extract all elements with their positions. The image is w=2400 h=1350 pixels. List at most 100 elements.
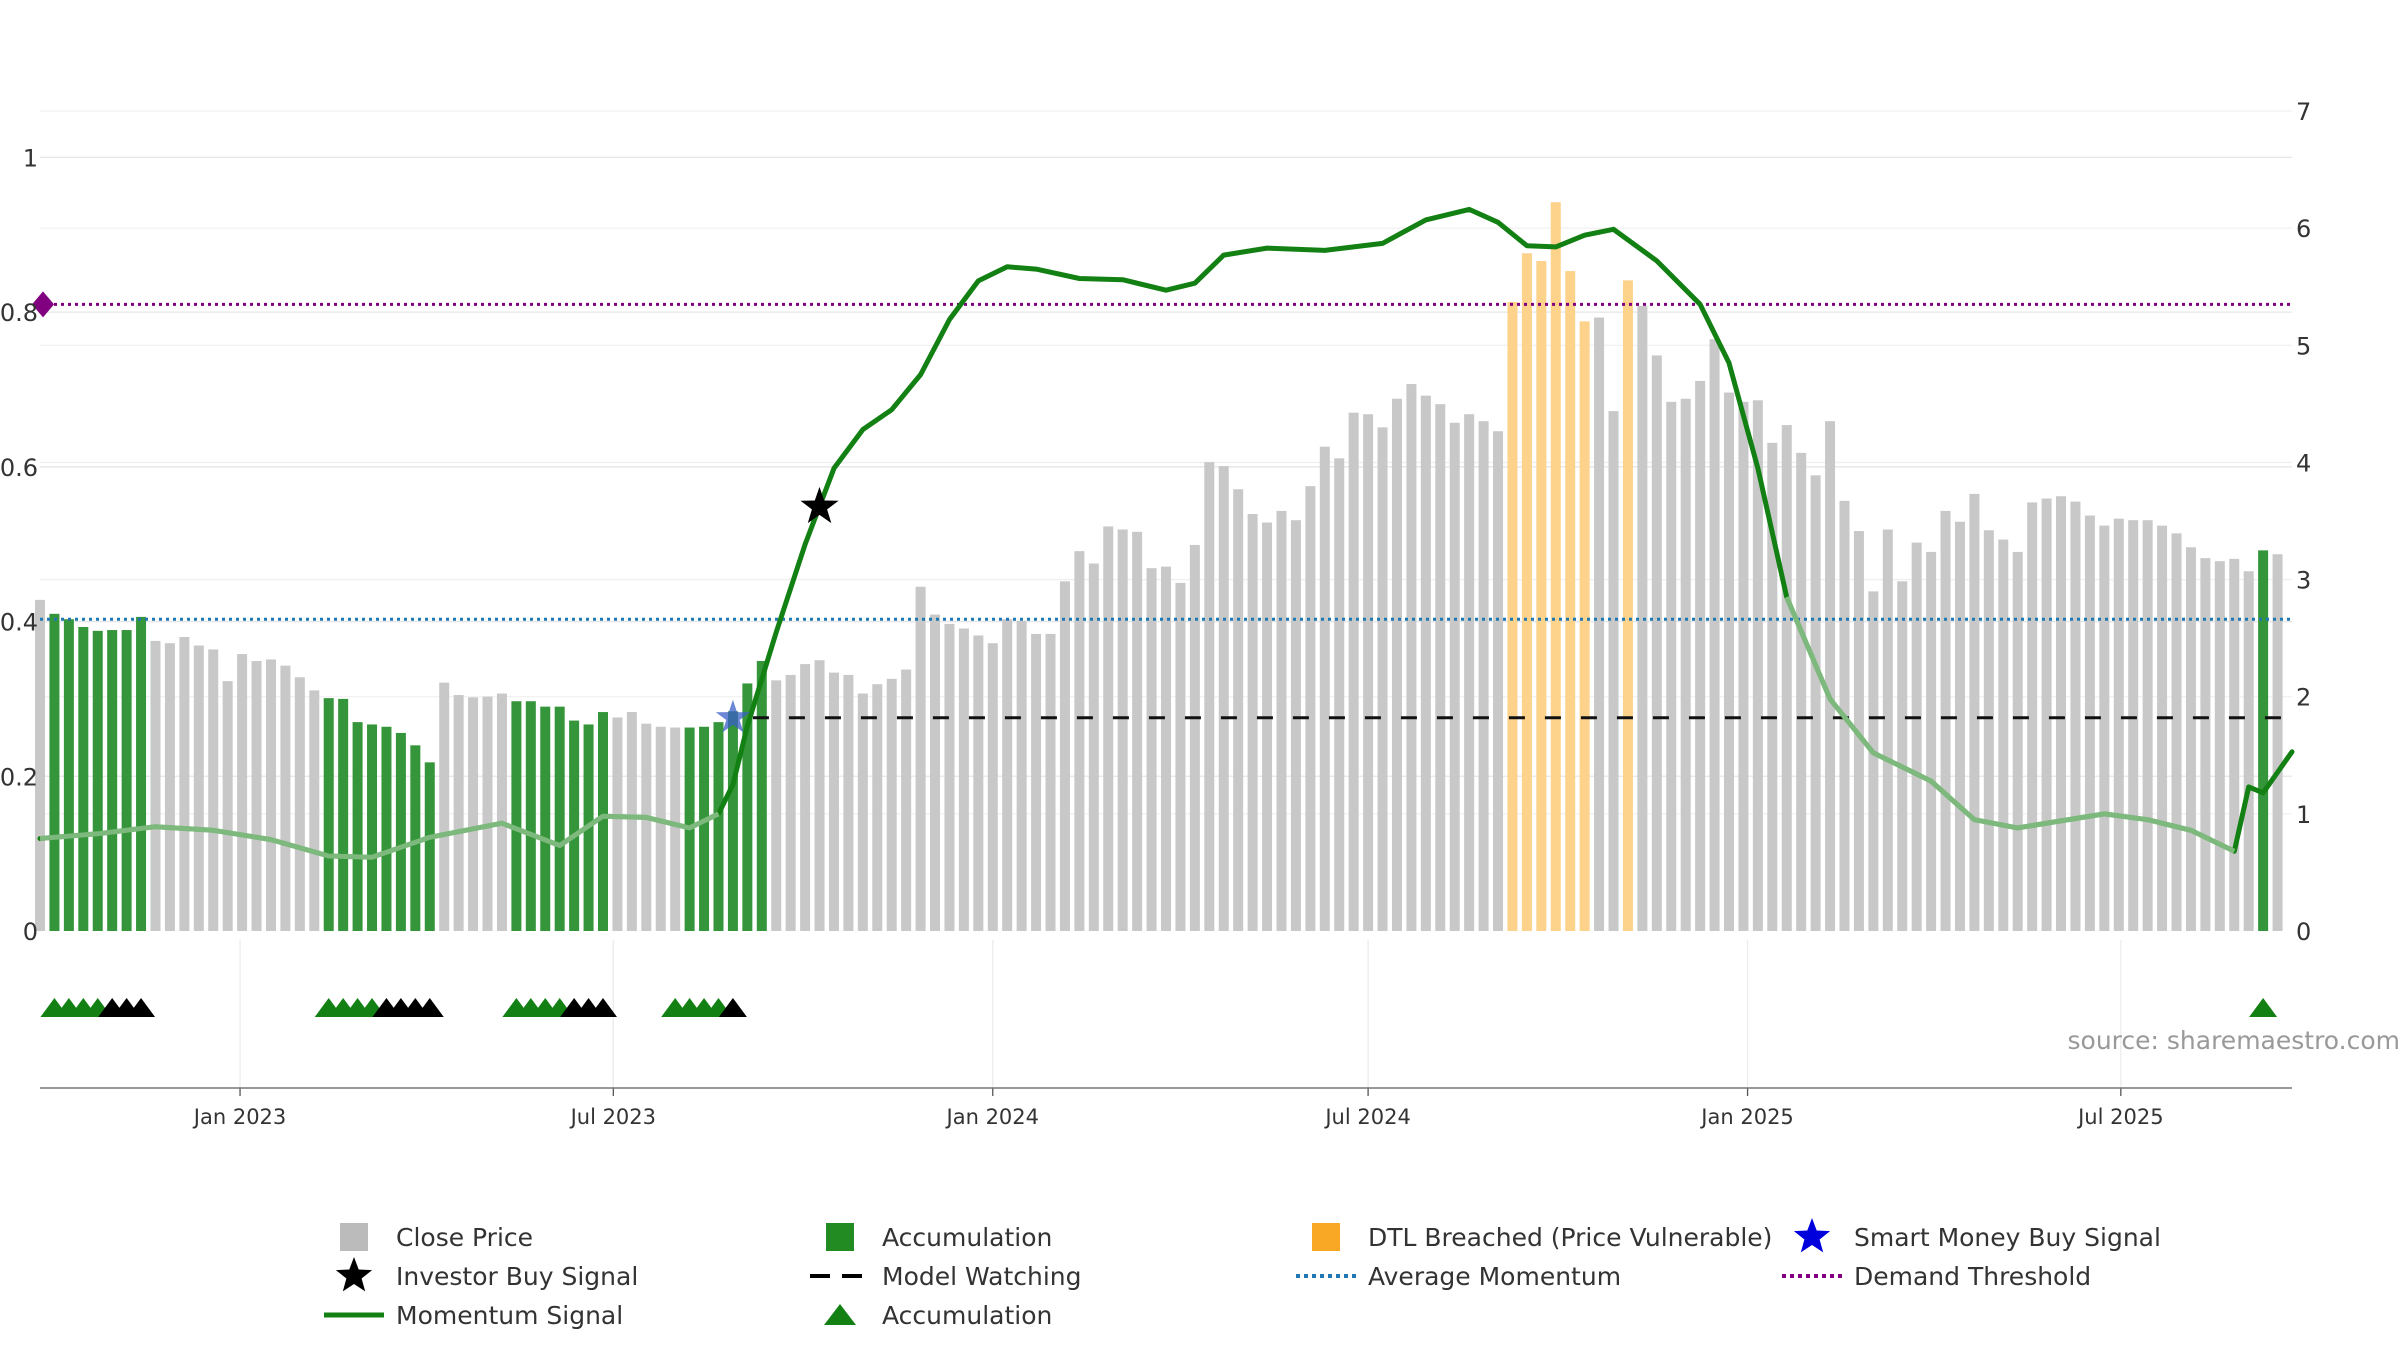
close-price-bar <box>655 726 666 931</box>
close-price-bar <box>468 697 479 931</box>
close-price-bar <box>2229 558 2240 931</box>
close-price-bar <box>280 665 291 931</box>
right-axis-tick-label: 0 <box>2296 918 2311 946</box>
close-price-bar <box>1175 582 1186 931</box>
close-price-bar <box>1911 542 1922 931</box>
close-price-bar <box>1637 305 1648 931</box>
close-price-bar <box>814 660 825 931</box>
legend-label: Momentum Signal <box>396 1301 623 1330</box>
close-price-bar <box>208 649 219 931</box>
legend-label: Investor Buy Signal <box>396 1262 638 1291</box>
close-price-bar <box>1348 412 1359 931</box>
close-price-bar <box>1290 520 1301 931</box>
accumulation-bar <box>367 724 378 931</box>
accumulation-bar <box>540 706 551 931</box>
accumulation-triangle <box>589 998 617 1017</box>
accumulation-bar <box>569 720 580 931</box>
close-price-bar <box>1608 411 1619 932</box>
close-price-bar <box>800 664 811 931</box>
close-price-bar <box>496 693 507 931</box>
close-price-bar <box>1651 355 1662 931</box>
close-price-bar <box>1926 551 1937 931</box>
legend-swatch-star <box>1793 1218 1831 1253</box>
close-price-bar <box>1262 522 1273 931</box>
close-price-bar <box>251 661 262 931</box>
accumulation-triangle <box>415 998 444 1017</box>
legend-swatch-star <box>335 1257 373 1292</box>
momentum-signal-path <box>37 206 2295 860</box>
close-price-bar <box>35 599 45 931</box>
left-axis-tick-label: 1 <box>23 144 38 172</box>
accumulation-bar <box>381 726 392 931</box>
close-price-bar <box>2200 558 2211 931</box>
dtl-breached-bar <box>1579 321 1590 932</box>
left-axis-tick-label: 0.8 <box>0 299 38 327</box>
dtl-breached-bar <box>1622 280 1633 931</box>
close-price-bar <box>1146 568 1157 931</box>
close-price-bar <box>439 682 450 931</box>
legend-label: Accumulation <box>882 1223 1052 1252</box>
accumulation-bar <box>352 722 363 931</box>
accumulation-bar <box>511 701 522 931</box>
close-price-bar <box>1204 462 1215 931</box>
close-price-bar <box>1031 633 1042 931</box>
legend-swatch-triangle <box>824 1304 856 1325</box>
reference-lines <box>32 291 2292 720</box>
legend-item: Investor Buy Signal <box>335 1257 638 1292</box>
accumulation-bar <box>323 698 334 931</box>
accumulation-bar <box>598 712 608 931</box>
close-price-bar <box>179 637 190 931</box>
dtl-breached-bar <box>1550 202 1561 931</box>
close-price-bar <box>1954 521 1965 931</box>
legend-swatch-square <box>340 1223 368 1251</box>
left-axis-tick-label: 0.2 <box>0 763 38 791</box>
close-price-bar <box>294 677 305 931</box>
close-price-bar <box>1594 317 1605 932</box>
close-price-bar <box>1189 544 1200 931</box>
close-price-bar <box>944 623 955 931</box>
close-price-bar <box>857 693 868 931</box>
date-tick-label: Jan 2024 <box>945 1105 1040 1129</box>
right-axis-tick-label: 4 <box>2296 449 2311 477</box>
accumulation-bar <box>699 726 710 931</box>
accumulation-bar <box>78 626 89 931</box>
left-axis-tick-label: 0.6 <box>0 454 38 482</box>
close-price-bar <box>482 696 493 931</box>
accumulation-bar <box>136 616 147 931</box>
right-axis-tick-label: 6 <box>2296 215 2311 243</box>
close-price-bar <box>1666 401 1677 931</box>
close-price-bar <box>1810 475 1821 931</box>
close-price-bar <box>2214 561 2225 931</box>
close-price-bar <box>1161 566 1171 931</box>
close-price-bar <box>1796 452 1807 931</box>
legend-item: Close Price <box>340 1223 533 1252</box>
close-price-bar <box>2128 520 2139 931</box>
close-price-bar <box>641 723 652 931</box>
legend-label: DTL Breached (Price Vulnerable) <box>1368 1223 1772 1252</box>
close-price-bar <box>626 712 637 931</box>
accumulation-bar <box>756 661 767 931</box>
left-axis-tick-label: 0.4 <box>0 609 38 637</box>
close-price-bar <box>1406 384 1417 932</box>
close-price-bar <box>1781 425 1792 931</box>
close-price-bar <box>1464 414 1475 931</box>
legend-item: Model Watching <box>810 1262 1082 1291</box>
close-price-bar <box>901 669 912 931</box>
close-price-bar <box>2157 525 2168 931</box>
close-price-bar <box>2243 571 2254 931</box>
close-price-bar <box>1983 530 1994 931</box>
close-price-bar <box>872 684 883 931</box>
legend-item: Accumulation <box>824 1301 1052 1330</box>
close-price-bar <box>1435 404 1446 931</box>
close-price-bar <box>828 672 839 931</box>
accumulation-bar <box>63 619 74 931</box>
accumulation-bar <box>92 630 103 931</box>
accumulation-bar <box>49 613 60 931</box>
close-price-bar <box>2041 498 2052 931</box>
dtl-breached-bar <box>1565 271 1576 931</box>
close-price-bar <box>1074 551 1085 931</box>
close-price-bar <box>1377 427 1388 931</box>
accumulation-bar <box>713 722 724 931</box>
accumulation-bar <box>121 630 132 931</box>
